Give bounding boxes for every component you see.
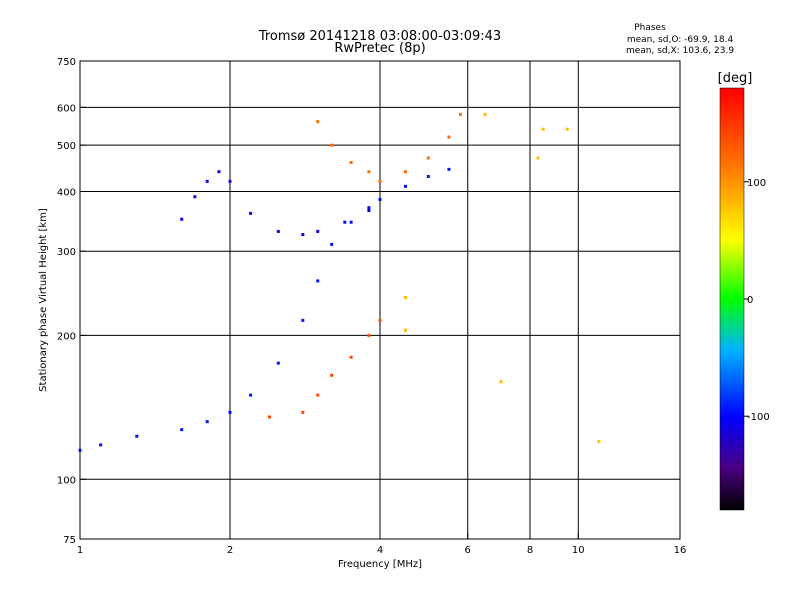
echo-point [447, 167, 451, 171]
phase-x-stats: mean, sd,X: 103.6, 23.9 [626, 46, 734, 56]
grid-lines [80, 61, 680, 539]
x-axis-label: Frequency [MHz] [338, 559, 422, 570]
echo-point [276, 229, 280, 233]
echo-point [301, 410, 305, 414]
x-tick-label: 16 [674, 545, 687, 556]
axis-ticks: 1 2 4 6 8 10 16 75 100 200 300 400 500 600 750 [57, 57, 686, 556]
echo-point [597, 439, 601, 443]
echo-point [367, 170, 371, 174]
y-tick-label: 750 [57, 57, 76, 68]
y-tick-label: 300 [57, 247, 76, 258]
echo-point [403, 296, 407, 300]
colorbar-label: [deg] [718, 71, 753, 86]
echo-point [316, 229, 320, 233]
echo-point [447, 135, 451, 139]
echo-point [193, 195, 197, 199]
echo-point [541, 127, 545, 131]
echo-point [426, 174, 430, 178]
x-tick-label: 2 [227, 545, 233, 556]
echo-point [276, 361, 280, 365]
echo-point [301, 233, 305, 237]
echo-point [316, 279, 320, 283]
x-tick-label: 6 [465, 545, 471, 556]
echo-point [78, 448, 82, 452]
echo-point [267, 415, 271, 419]
echo-point [426, 156, 430, 160]
echo-point [316, 120, 320, 124]
echo-point [180, 217, 184, 221]
echo-point [205, 420, 209, 424]
echo-point [403, 170, 407, 174]
echo-point [135, 434, 139, 438]
echo-point [249, 393, 253, 397]
echo-point [378, 197, 382, 201]
y-axis-label: Stationary phase Virtual Height [km] [38, 208, 49, 392]
y-tick-label: 500 [57, 141, 76, 152]
echo-point [330, 143, 334, 147]
echo-point [343, 220, 347, 224]
y-tick-label: 100 [57, 475, 76, 486]
colorbar-ticks: 100 0 -100 [744, 178, 770, 423]
y-tick-label: 200 [57, 331, 76, 342]
echo-point [316, 393, 320, 397]
echo-point [536, 156, 540, 160]
echo-point [228, 179, 232, 183]
echo-point [99, 443, 103, 447]
echo-point [330, 242, 334, 246]
echo-point [228, 410, 232, 414]
echo-point [301, 318, 305, 322]
echo-point [499, 380, 503, 384]
echo-point [349, 160, 353, 164]
echo-point [217, 170, 221, 174]
echo-point [403, 328, 407, 332]
echo-point [565, 127, 569, 131]
y-tick-label: 400 [57, 187, 76, 198]
echo-point [378, 318, 382, 322]
echo-point [403, 184, 407, 188]
plot-area: 1 2 4 6 8 10 16 75 100 200 300 400 500 600 750 [57, 57, 686, 556]
echo-point [458, 112, 462, 116]
echo-point [367, 209, 371, 213]
phase-o-stats: mean, sd,O: -69.9, 18.4 [627, 35, 734, 45]
colorbar-tick-label: 0 [747, 295, 753, 306]
echo-point [378, 179, 382, 183]
colorbar: [deg] 100 0 -100 [718, 71, 770, 511]
y-tick-label: 75 [63, 535, 76, 546]
echo-point [367, 333, 371, 337]
x-tick-label: 10 [572, 545, 585, 556]
echo-point [205, 179, 209, 183]
echo-point [330, 373, 334, 377]
y-tick-label: 600 [57, 103, 76, 114]
echo-point [349, 220, 353, 224]
echo-point [180, 428, 184, 432]
x-tick-label: 4 [377, 545, 383, 556]
chart-title: Tromsø 20141218 03:08:00-03:09:43 [258, 29, 501, 44]
x-tick-label: 8 [527, 545, 533, 556]
phase-heading: Phases [634, 23, 666, 33]
echo-point [483, 112, 487, 116]
colorbar-tick-label: 100 [747, 178, 766, 189]
colorbar-tick-label: -100 [747, 412, 770, 423]
echo-point [367, 206, 371, 210]
data-points [78, 112, 601, 452]
colorbar-gradient [719, 87, 745, 511]
echo-point [349, 355, 353, 359]
x-tick-label: 1 [77, 545, 83, 556]
echo-point [249, 211, 253, 215]
chart-subtitle: RwPretec (8p) [334, 41, 425, 56]
